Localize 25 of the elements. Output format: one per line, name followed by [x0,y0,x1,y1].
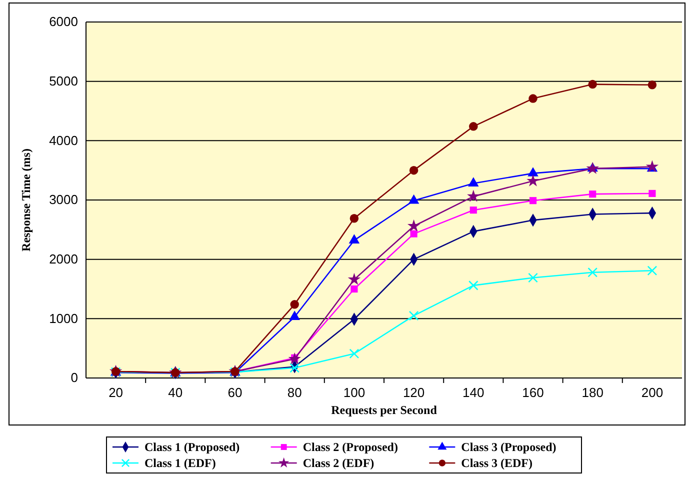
legend-label: Class 1 (Proposed) [144,440,240,454]
x-tick-label: 100 [343,385,366,400]
y-tick-label: 6000 [49,14,78,30]
legend-label: Class 1 (EDF) [144,456,216,470]
x-tick-label: 40 [168,385,183,400]
x-tick-label: 140 [462,385,484,400]
y-tick-label: 5000 [49,73,78,88]
x-tick-label: 60 [228,385,242,400]
x-tick-label: 80 [287,385,302,400]
x-tick-label: 20 [108,385,124,400]
y-tick-label: 4000 [49,132,78,148]
y-tick-label: 1000 [49,310,78,326]
y-tick-label: 2000 [49,251,78,266]
legend-label: Class 3 (Proposed) [461,440,556,454]
x-tick-label: 120 [402,385,425,400]
x-tick-label: 180 [582,385,604,400]
legend-label: Class 2 (EDF) [302,456,374,470]
y-axis-title: Response Time (ms) [19,148,33,252]
y-tick-label: 0 [70,370,78,386]
x-tick-label: 200 [641,385,664,400]
y-tick-label: 3000 [49,192,78,208]
x-axis-title: Requests per Second [331,403,438,417]
x-tick-label: 160 [522,385,544,400]
legend-label: Class 2 (Proposed) [302,440,398,454]
legend-label: Class 3 (EDF) [461,456,533,470]
